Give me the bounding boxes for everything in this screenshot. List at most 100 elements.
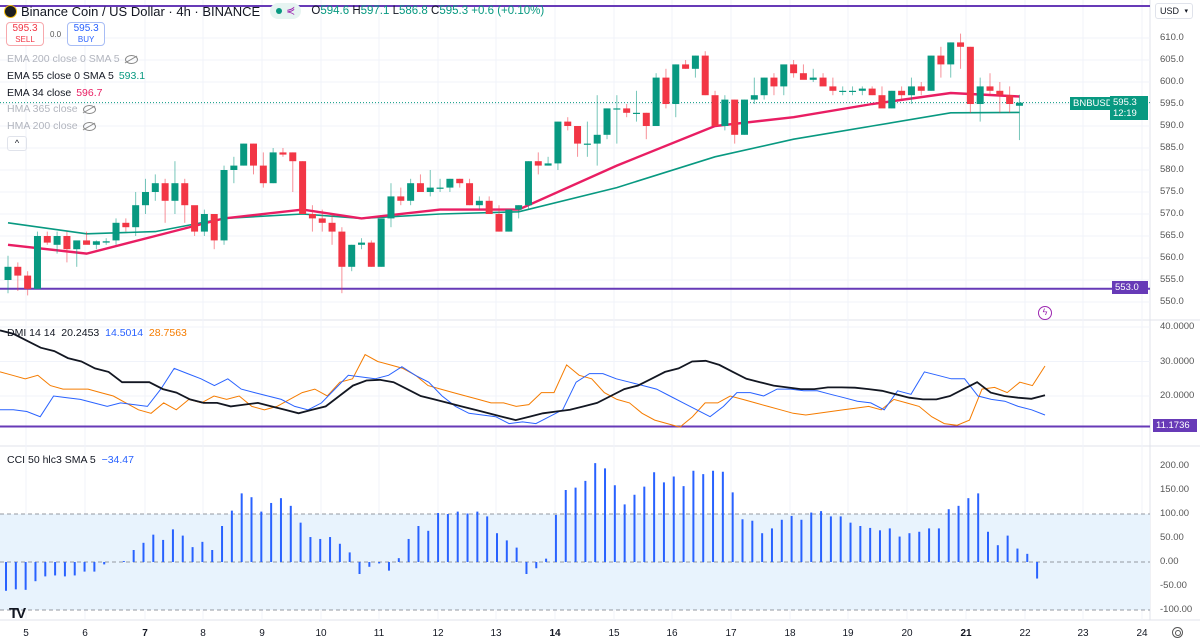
market-status-pill[interactable]: ⋞ xyxy=(270,3,302,19)
candle-body xyxy=(436,187,444,189)
legend-ema55[interactable]: EMA 55 close 0 SMA 5 593.1 xyxy=(7,70,145,82)
indicator-label: EMA 200 close 0 SMA 5 xyxy=(7,53,120,65)
dmi-tick-label: 30.0000 xyxy=(1160,355,1195,367)
bar-countdown: 12:19 xyxy=(1113,108,1137,119)
symbol-title[interactable]: Binance Coin / US Dollar · 4h · BINANCE xyxy=(21,3,261,19)
cci-tick-label: 0.00 xyxy=(1160,556,1179,567)
candle-body xyxy=(318,218,326,223)
candle-body xyxy=(1015,102,1023,106)
minus-di-value: 28.7563 xyxy=(148,327,187,339)
time-tick-label: 15 xyxy=(608,628,620,639)
candle-body xyxy=(780,64,788,87)
plus-di-line xyxy=(0,366,1046,425)
candle-body xyxy=(790,64,798,74)
indicator-value: 593.1 xyxy=(118,70,146,82)
time-tick-label: 16 xyxy=(666,628,678,639)
market-open-dot-icon xyxy=(276,8,283,14)
candle-body xyxy=(33,236,41,289)
candle-body xyxy=(711,95,719,126)
price-tick-label: 585.0 xyxy=(1160,142,1184,153)
candle-body xyxy=(4,266,12,280)
candle-body xyxy=(220,170,228,241)
candle-body xyxy=(269,152,277,184)
price-tick-label: 600.0 xyxy=(1160,76,1184,87)
candle-body xyxy=(43,236,51,243)
collapse-legend-button[interactable]: ^ xyxy=(7,136,27,151)
candle-body xyxy=(407,183,415,201)
candle-body xyxy=(466,183,474,206)
lightning-icon[interactable]: ϟ xyxy=(1038,306,1052,320)
legend-hma200[interactable]: HMA 200 close xyxy=(7,120,96,132)
candle-body xyxy=(348,244,356,267)
candle-body xyxy=(554,121,562,164)
symbol-price-tag: BNBUSD xyxy=(1070,97,1116,110)
time-tick-label: 6 xyxy=(82,628,88,639)
candle-body xyxy=(868,88,876,96)
candle-body xyxy=(544,163,552,166)
candle-body xyxy=(367,242,375,267)
candle-body xyxy=(878,95,886,109)
legend-hma365[interactable]: HMA 365 close xyxy=(7,103,96,115)
candle-body xyxy=(191,205,199,232)
dmi-label: DMI 14 14 xyxy=(7,327,56,339)
last-price: 595.3 xyxy=(1113,97,1137,108)
candle-body xyxy=(446,178,454,188)
currency-selector[interactable]: USD ▾ xyxy=(1155,3,1193,19)
candle-body xyxy=(623,108,631,113)
candle-body xyxy=(141,192,149,206)
buy-button[interactable]: 595.3 BUY xyxy=(67,22,106,46)
candle-body xyxy=(338,231,346,267)
price-tick-label: 575.0 xyxy=(1160,186,1184,197)
time-tick-label: 18 xyxy=(784,628,796,639)
time-tick-label: 7 xyxy=(142,628,148,639)
candle-body xyxy=(662,77,670,104)
time-tick-label: 23 xyxy=(1077,628,1089,639)
candle-body xyxy=(799,73,807,80)
price-tick-label: 555.0 xyxy=(1160,274,1184,285)
time-tick-label: 13 xyxy=(490,628,502,639)
trade-panel: 595.3 SELL 0.0 595.3 BUY xyxy=(6,22,106,46)
currency-label: USD xyxy=(1160,6,1180,16)
sell-button[interactable]: 595.3 SELL xyxy=(6,22,44,46)
candle-body xyxy=(515,205,523,210)
cci-value: −34.47 xyxy=(101,454,134,466)
settings-gear-icon[interactable] xyxy=(1172,627,1183,638)
cci-tick-label: 200.00 xyxy=(1160,460,1190,471)
horizontal-level-tag[interactable]: 553.0 xyxy=(1112,281,1148,294)
tradingview-logo-icon[interactable]: TV xyxy=(9,605,26,622)
dmi-tick-label: 20.0000 xyxy=(1160,390,1195,401)
price-tick-label: 595.0 xyxy=(1160,98,1184,109)
candle-body xyxy=(760,77,768,96)
candle-body xyxy=(1006,95,1014,104)
candle-body xyxy=(112,222,120,241)
legend-ema34[interactable]: EMA 34 close 596.7 xyxy=(7,87,102,99)
low-label: L xyxy=(392,5,400,17)
cci-legend[interactable]: CCI 50 hlc3 SMA 5 −34.47 xyxy=(7,454,134,466)
bnb-logo-icon xyxy=(4,4,17,18)
eye-hidden-icon[interactable] xyxy=(124,54,138,64)
indicator-value: 596.7 xyxy=(76,87,103,99)
eye-hidden-icon[interactable] xyxy=(82,104,96,114)
indicator-label: EMA 34 close xyxy=(7,87,72,99)
candle-body xyxy=(416,183,424,192)
candle-body xyxy=(92,241,100,245)
legend-ema200[interactable]: EMA 200 close 0 SMA 5 xyxy=(7,53,138,65)
candle-body xyxy=(171,183,179,201)
candle-body xyxy=(161,183,169,201)
adx-line xyxy=(0,329,1046,422)
candle-body xyxy=(741,99,748,135)
candle-body xyxy=(907,86,915,96)
buy-price: 595.3 xyxy=(73,23,99,34)
candle-body xyxy=(770,77,778,87)
candle-body xyxy=(181,183,189,206)
dmi-legend[interactable]: DMI 14 14 20.2453 14.5014 28.7563 xyxy=(7,327,187,339)
low-value: 586.8 xyxy=(399,5,428,17)
candle-body xyxy=(976,86,984,104)
eye-hidden-icon[interactable] xyxy=(82,121,96,131)
time-tick-label: 24 xyxy=(1136,628,1148,639)
candle-body xyxy=(750,95,758,100)
indicator-label: HMA 365 close xyxy=(7,103,78,115)
candle-body xyxy=(73,240,81,250)
dmi-level-tag[interactable]: 11.1736 xyxy=(1153,419,1197,432)
